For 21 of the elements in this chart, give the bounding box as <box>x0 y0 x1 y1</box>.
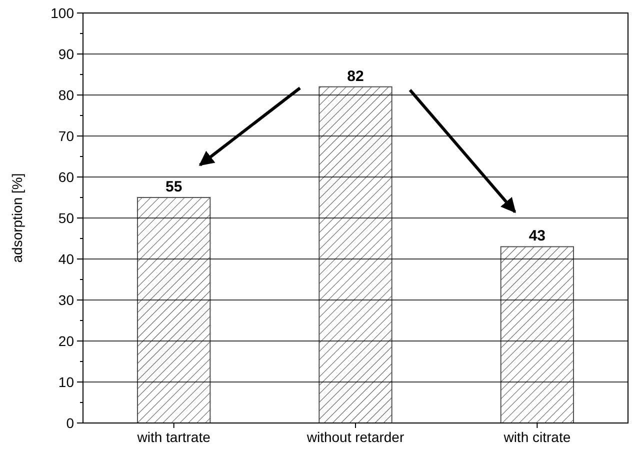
y-tick-label: 90 <box>58 46 74 62</box>
y-tick-label: 30 <box>58 292 74 308</box>
y-tick-label: 0 <box>66 414 74 431</box>
y-tick-label: 80 <box>58 86 74 103</box>
y-tick-label: 50 <box>58 210 74 226</box>
y-tick-label: 100 <box>50 4 74 21</box>
y-tick-label: 70 <box>58 128 74 144</box>
data-label: 43 <box>528 228 546 245</box>
y-tick-label: 40 <box>58 250 74 267</box>
data-label: 55 <box>165 178 182 196</box>
x-tick-label: with citrate <box>502 429 571 445</box>
y-tick-label: 60 <box>58 168 74 185</box>
y-tick-label: 10 <box>58 374 74 390</box>
x-tick-label: with tartrate <box>136 429 211 445</box>
bar <box>318 86 392 424</box>
y-axis-title: adsorption [%] <box>9 173 25 263</box>
y-tick-label: 20 <box>58 332 74 349</box>
bar <box>137 197 211 424</box>
x-tick-label: without retarder <box>306 429 404 445</box>
data-label: 82 <box>347 68 364 85</box>
bar <box>500 246 574 424</box>
